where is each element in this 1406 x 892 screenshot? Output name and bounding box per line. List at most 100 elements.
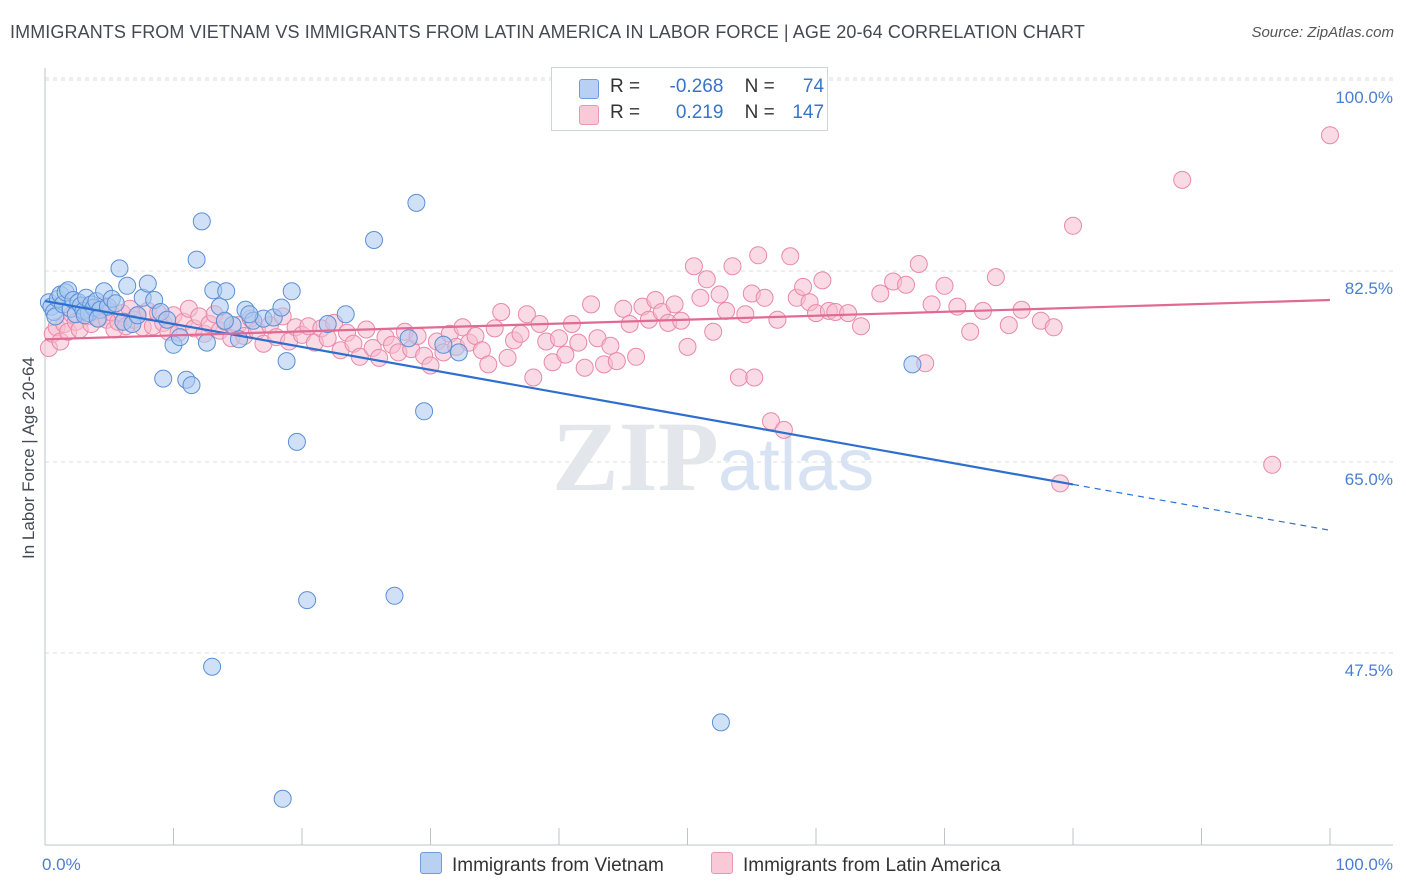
vietnam-point — [240, 305, 259, 324]
latin-america-point — [498, 348, 517, 367]
latin-america-point — [794, 277, 813, 296]
bottom-swatch-blue — [420, 852, 442, 874]
bottom-swatch-pink — [711, 852, 733, 874]
latin-america-point — [729, 368, 748, 387]
latin-america-point — [813, 271, 832, 290]
latin-america-point — [961, 322, 980, 341]
vietnam-point — [203, 657, 222, 676]
latin-america-point — [935, 276, 954, 295]
latin-america-point — [774, 420, 793, 439]
latin-america-point — [852, 317, 870, 336]
vietnam-point — [287, 432, 306, 451]
latin-america-point — [1064, 216, 1082, 235]
latin-america-point — [986, 268, 1005, 287]
legend-n-label: N = — [744, 76, 775, 97]
y-tick-label: 47.5% — [1345, 661, 1393, 680]
x-tick-right: 100.0% — [1335, 855, 1393, 874]
legend-n-value: 147 — [792, 102, 825, 123]
latin-america-point — [492, 303, 511, 321]
latin-america-point — [627, 347, 646, 366]
vietnam-point — [903, 355, 922, 374]
latin-america-point — [736, 305, 755, 324]
vietnam-point — [110, 259, 129, 278]
latin-america-point — [511, 324, 530, 343]
legend-r-label: R = — [610, 102, 641, 123]
vietnam-point — [407, 193, 426, 212]
watermark: ZIP atlas — [552, 401, 874, 512]
legend-swatch-blue — [579, 79, 599, 99]
y-axis-title: In Labor Force | Age 20-64 — [19, 357, 38, 559]
latin-america-point — [556, 345, 575, 364]
y-tick-labels: 47.5% 65.0% 82.5% 100.0% — [1335, 88, 1393, 680]
latin-america-point — [704, 322, 723, 341]
y-tick-label: 65.0% — [1345, 470, 1393, 489]
vietnam-point — [128, 306, 147, 325]
latin-america-point — [620, 315, 639, 333]
vietnam-point — [711, 713, 730, 732]
chart-title: IMMIGRANTS FROM VIETNAM VS IMMIGRANTS FR… — [10, 22, 1085, 42]
latin-america-point — [897, 275, 915, 294]
axes — [44, 68, 1393, 846]
latin-america-trend-line — [44, 298, 1331, 341]
vietnam-point — [277, 352, 296, 371]
latin-america-point — [614, 299, 633, 318]
latin-america-point — [569, 333, 588, 352]
vietnam-point — [215, 311, 234, 330]
vietnam-point — [182, 376, 201, 395]
x-tick-left: 0.0% — [42, 855, 81, 874]
latin-america-point — [550, 329, 568, 348]
vietnam-point — [197, 333, 216, 352]
legend-r-label: R = — [610, 76, 641, 97]
latin-america-point — [607, 352, 626, 371]
latin-america-point — [678, 337, 697, 356]
bottom-legend-label: Immigrants from Vietnam — [452, 855, 664, 876]
vietnam-point — [272, 298, 291, 317]
vietnam-point — [365, 231, 383, 249]
correlation-legend: R = -0.268 N = 74 R = 0.219 N = 147 — [551, 67, 828, 131]
vietnam-point — [217, 282, 236, 301]
latin-america-point — [524, 368, 543, 387]
latin-america-point — [1173, 170, 1192, 189]
vietnam-trend-extension — [1072, 483, 1331, 531]
latin-america-point — [745, 368, 764, 387]
latin-america-point — [1044, 318, 1063, 337]
legend-swatch-pink — [579, 105, 599, 125]
y-tick-label: 82.5% — [1345, 279, 1393, 298]
vietnam-point — [138, 274, 157, 293]
latin-america-point — [755, 288, 774, 307]
vietnam-point — [318, 315, 337, 333]
vietnam-point — [192, 212, 211, 231]
latin-america-point — [710, 285, 729, 304]
bottom-legend-latin-america: Immigrants from Latin America — [711, 852, 1001, 878]
latin-america-point — [717, 301, 736, 320]
latin-america-point — [601, 336, 620, 355]
latin-america-point — [909, 255, 928, 273]
watermark-atlas: atlas — [718, 423, 874, 506]
latin-america-point — [485, 319, 504, 338]
legend-row-vietnam: R = -0.268 N = 74 — [552, 74, 827, 100]
bottom-legend-label: Immigrants from Latin America — [743, 855, 1001, 876]
latin-america-point — [749, 246, 768, 265]
latin-america-point — [697, 270, 716, 289]
vietnam-point — [399, 329, 418, 348]
vietnam-point — [154, 369, 173, 388]
latin-america-point — [723, 257, 742, 276]
bottom-legend-vietnam: Immigrants from Vietnam — [420, 852, 664, 878]
latin-america-point — [665, 295, 684, 314]
vietnam-point — [187, 250, 206, 269]
vietnam-point — [106, 294, 125, 313]
latin-america-point — [575, 358, 594, 377]
latin-america-point — [1321, 126, 1339, 145]
vietnam-point — [434, 335, 453, 354]
latin-america-point — [768, 310, 787, 329]
chart-source: Source: ZipAtlas.com — [1251, 24, 1394, 41]
vietnam-point — [449, 343, 468, 362]
vietnam-point — [282, 282, 301, 301]
latin-america-point — [839, 304, 858, 323]
latin-america-point — [370, 348, 389, 367]
latin-america-point — [781, 247, 800, 266]
legend-r-value: 0.219 — [675, 102, 724, 123]
latin-america-point — [999, 316, 1018, 335]
latin-america-point — [691, 288, 710, 307]
